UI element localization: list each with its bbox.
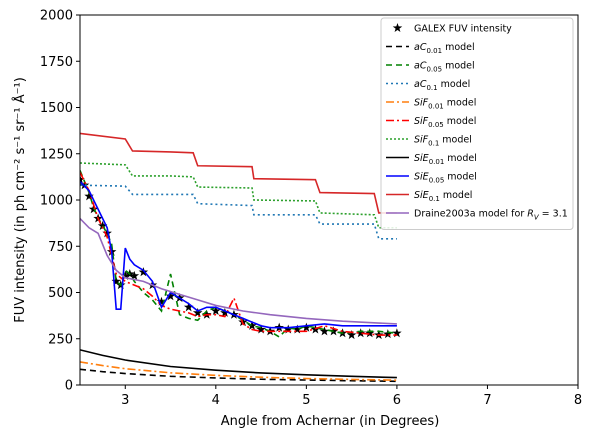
- galex-fuv-point: [355, 328, 366, 338]
- series-2-line: [80, 170, 397, 338]
- galex-fuv-point: [102, 228, 112, 238]
- legend-handle-star: [392, 23, 403, 33]
- legend-entry-label: SiF0.05 model: [414, 116, 476, 129]
- legend-entry-label: aC0.01 model: [414, 42, 475, 55]
- x-axis-label: Angle from Achernar (in Degrees): [221, 414, 440, 429]
- legend-entry-label: GALEX FUV intensity: [414, 24, 512, 35]
- y-axis-label: FUV intensity (in ph cm⁻² s⁻¹ sr⁻¹ Å⁻¹): [12, 77, 28, 323]
- series-10-line: [80, 217, 397, 325]
- legend-box: [380, 17, 574, 230]
- galex-fuv-point: [383, 329, 393, 339]
- legend-entry-label: SiE0.1 model: [414, 190, 472, 203]
- y-tick-label: 1500: [40, 101, 73, 116]
- galex-fuv-point: [97, 220, 108, 230]
- galex-fuv-point: [138, 267, 149, 277]
- x-tick-label: 8: [574, 393, 582, 408]
- legend-entry-label: Draine2003a model for RV = 3.1: [414, 209, 568, 222]
- galex-fuv-point: [80, 180, 90, 190]
- series-7-line: [80, 349, 397, 379]
- galex-fuv-point: [292, 324, 303, 334]
- galex-fuv-point: [211, 306, 221, 316]
- series-5-line: [80, 171, 397, 336]
- x-tick-label: 6: [393, 393, 401, 408]
- galex-fuv-point: [247, 320, 257, 330]
- legend-entry-label: aC0.1 model: [414, 79, 470, 92]
- galex-fuv-point: [364, 328, 375, 338]
- galex-fuv-point: [111, 276, 121, 286]
- series-1-line: [80, 368, 397, 383]
- legend-entry-label: SiF0.01 model: [414, 98, 476, 111]
- x-tick-label: 3: [121, 393, 129, 408]
- galex-fuv-point: [301, 322, 312, 332]
- galex-fuv-point: [84, 191, 94, 201]
- y-tick-label: 1250: [40, 147, 73, 162]
- galex-fuv-point: [165, 291, 176, 301]
- y-tick-label: 750: [48, 240, 73, 255]
- galex-fuv-point: [346, 330, 357, 340]
- y-tick-label: 250: [48, 332, 73, 347]
- legend-entry-label: SiF0.1 model: [414, 135, 472, 148]
- series-8-line: [80, 180, 397, 329]
- galex-fuv-point: [183, 302, 194, 312]
- legend-entry-label: aC0.05 model: [414, 61, 475, 74]
- galex-fuv-point: [392, 328, 402, 338]
- x-tick-label: 4: [212, 393, 220, 408]
- series-3-line: [80, 184, 397, 240]
- y-tick-label: 1750: [40, 55, 73, 70]
- galex-fuv-point: [220, 307, 230, 317]
- y-tick-label: 0: [65, 379, 73, 394]
- legend-entry-label: SiE0.05 model: [414, 172, 477, 185]
- galex-fuv-point: [319, 326, 330, 336]
- series-4-line: [80, 361, 397, 381]
- x-tick-label: 5: [302, 393, 310, 408]
- legend-entry-label: SiE0.01 model: [414, 153, 477, 166]
- y-tick-label: 500: [48, 286, 73, 301]
- galex-fuv-point: [256, 324, 266, 334]
- galex-fuv-point: [283, 324, 294, 334]
- galex-fuv-point: [80, 174, 85, 184]
- galex-fuv-point: [120, 270, 131, 280]
- galex-fuv-point: [192, 307, 203, 317]
- galex-fuv-point: [156, 296, 167, 306]
- galex-fuv-point: [129, 270, 140, 280]
- series-9-line: [80, 132, 397, 214]
- series-6-line: [80, 162, 397, 229]
- x-tick-label: 7: [483, 393, 491, 408]
- y-tick-label: 2000: [40, 9, 73, 24]
- y-tick-label: 1000: [40, 194, 73, 209]
